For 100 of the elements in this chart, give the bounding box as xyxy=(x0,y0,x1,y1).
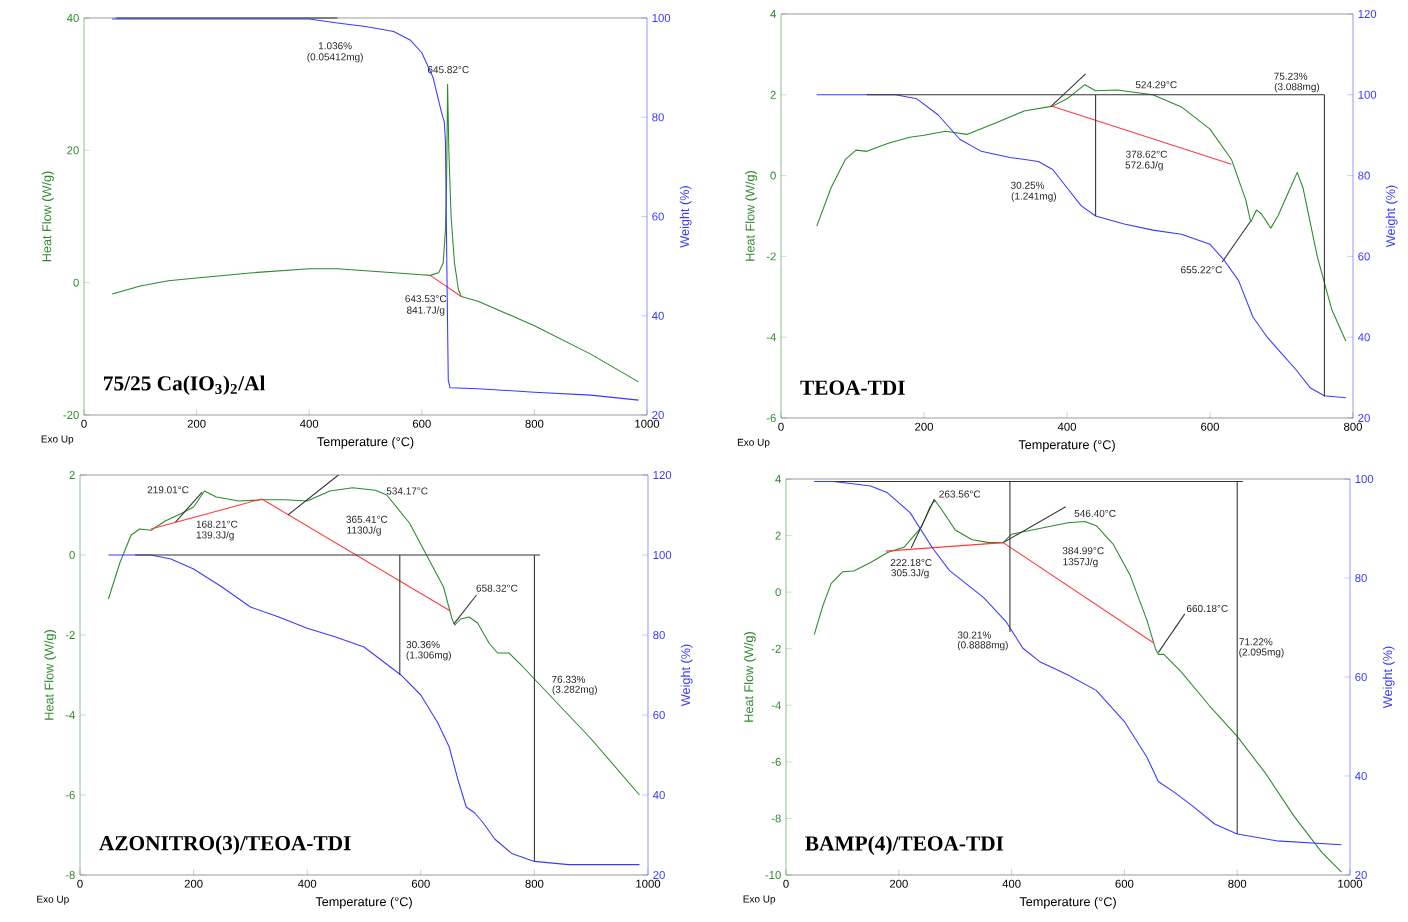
annotation: 30.36% xyxy=(406,641,440,649)
annotation: 643.53°C xyxy=(405,295,447,303)
y2-tick-label: 80 xyxy=(653,630,665,639)
y2-tick-label: 60 xyxy=(653,711,665,719)
y2-tick-label: 80 xyxy=(1355,574,1367,583)
y-tick-label: 2 xyxy=(775,531,781,540)
y2-tick-label: 20 xyxy=(1358,413,1370,422)
annotation: 75.23% xyxy=(1274,72,1308,80)
annotation: 365.41°C xyxy=(346,515,388,523)
annotation: 71.22% xyxy=(1239,638,1273,646)
x-tick-label: 200 xyxy=(915,422,934,431)
x-tick-label: 200 xyxy=(184,879,203,888)
y2-axis-title: Weight (%) xyxy=(1385,185,1398,248)
y2-tick-label: 100 xyxy=(653,550,672,559)
y2-tick-label: 120 xyxy=(1358,9,1377,18)
x-tick-label: 800 xyxy=(525,419,544,428)
annotation: 841.7J/g xyxy=(407,306,445,316)
text: Exo Up xyxy=(743,895,776,905)
y-tick-label: -6 xyxy=(65,790,75,799)
y-tick-label: -20 xyxy=(63,410,79,419)
text: 75/25 Ca(IO$_{3}$)$_{2}$/Al xyxy=(104,375,266,395)
annotation: 378.62°C xyxy=(1125,150,1168,158)
x-tick-label: 600 xyxy=(1115,879,1134,888)
y-axis-title: Heat Flow (W/g) xyxy=(743,632,756,722)
y2-tick-label: 60 xyxy=(652,212,664,221)
y2-tick-label: 80 xyxy=(1358,171,1370,180)
text: Exo Up xyxy=(41,435,74,445)
x-tick-label: 400 xyxy=(298,879,317,888)
x-axis-title: Temperature (°C) xyxy=(1019,896,1116,909)
y-tick-label: 0 xyxy=(775,588,781,597)
y-tick-label: 4 xyxy=(770,10,776,18)
y2-axis-title: Weight (%) xyxy=(680,644,693,707)
annotation: 305.3J/g xyxy=(891,568,929,579)
y-axis-title: Heat Flow (W/g) xyxy=(745,171,758,261)
annotation: (0.05412mg) xyxy=(307,53,363,63)
y2-tick-label: 100 xyxy=(1358,90,1377,99)
annotation: (1.306mg) xyxy=(406,651,451,661)
x-tick-label: 0 xyxy=(783,879,789,888)
y2-tick-label: 40 xyxy=(1354,772,1367,781)
annotation: 660.18°C xyxy=(1186,604,1228,613)
annotation: 546.40°C xyxy=(1074,509,1116,517)
annotation: 76.33% xyxy=(552,675,586,683)
y-axis-title: Heat Flow (W/g) xyxy=(44,630,57,720)
annotation: 1.036% xyxy=(318,42,352,50)
text: Exo Up xyxy=(737,438,770,448)
y2-tick-label: 100 xyxy=(1355,475,1374,484)
x-tick-label: 800 xyxy=(525,879,544,888)
text: TEOA-TDI xyxy=(800,380,905,395)
y2-tick-label: 100 xyxy=(652,14,671,23)
annotation: 1130J/g xyxy=(347,526,381,536)
annotation: 263.56°C xyxy=(939,490,981,498)
x-axis-title: Temperature (°C) xyxy=(315,896,412,909)
x-tick-label: 0 xyxy=(81,419,87,428)
y-tick-label: -8 xyxy=(65,871,75,880)
y2-tick-label: 40 xyxy=(652,791,665,800)
y-axis-title: Heat Flow (W/g) xyxy=(41,171,54,262)
x-tick-label: 800 xyxy=(1344,422,1363,431)
y2-tick-label: 20 xyxy=(653,871,665,880)
x-tick-label: 600 xyxy=(1201,422,1220,431)
y-tick-label: 4 xyxy=(775,475,781,483)
y2-tick-label: 40 xyxy=(651,311,664,320)
y2-axis-title: Weight (%) xyxy=(1382,646,1395,709)
y2-tick-label: 60 xyxy=(1358,252,1370,261)
annotation: 655.22°C xyxy=(1181,266,1222,274)
y-tick-label: 2 xyxy=(770,90,776,99)
x-tick-label: 600 xyxy=(411,879,430,888)
y-tick-label: 0 xyxy=(770,171,776,180)
y2-tick-label: 40 xyxy=(1357,333,1370,342)
y-tick-label: 2 xyxy=(69,471,75,479)
y-tick-label: -2 xyxy=(65,631,75,639)
y2-tick-label: 20 xyxy=(1355,871,1367,880)
text: BAMP(4)/TEOA-TDI xyxy=(805,835,1004,855)
y2-tick-label: 20 xyxy=(652,410,664,419)
text: AZONITRO(3)/TEOA-TDI xyxy=(99,835,351,855)
x-axis-title: Temperature (°C) xyxy=(317,436,414,449)
annotation: 658.32°C xyxy=(476,584,518,592)
annotation: 1357J/g xyxy=(1063,557,1098,568)
y2-axis-title: Weight (%) xyxy=(679,186,692,248)
annotation: (2.095mg) xyxy=(1239,648,1284,658)
x-tick-label: 1000 xyxy=(635,419,660,428)
x-tick-label: 600 xyxy=(412,419,431,428)
annotation: (3.088mg) xyxy=(1274,82,1320,93)
x-tick-label: 200 xyxy=(187,419,206,428)
annotation: 168.21°C xyxy=(196,520,238,528)
x-tick-label: 200 xyxy=(889,879,908,888)
annotation: 30.21% xyxy=(957,631,991,639)
x-tick-label: 400 xyxy=(300,419,319,428)
y-tick-label: -4 xyxy=(766,333,776,342)
y-tick-label: 20 xyxy=(67,146,79,155)
annotation: 572.6J/g xyxy=(1125,161,1163,171)
x-tick-label: 800 xyxy=(1228,879,1247,888)
y-tick-label: 0 xyxy=(69,550,75,559)
x-axis-title: Temperature (°C) xyxy=(1018,439,1115,452)
y-tick-label: -6 xyxy=(771,757,781,766)
y-tick-label: -2 xyxy=(771,644,781,653)
annotation: 30.25% xyxy=(1010,181,1045,189)
x-tick-label: 400 xyxy=(1057,422,1077,431)
y-tick-label: -4 xyxy=(771,701,781,710)
annotation: (3.282mg) xyxy=(552,685,597,695)
x-tick-label: 400 xyxy=(1002,879,1021,888)
